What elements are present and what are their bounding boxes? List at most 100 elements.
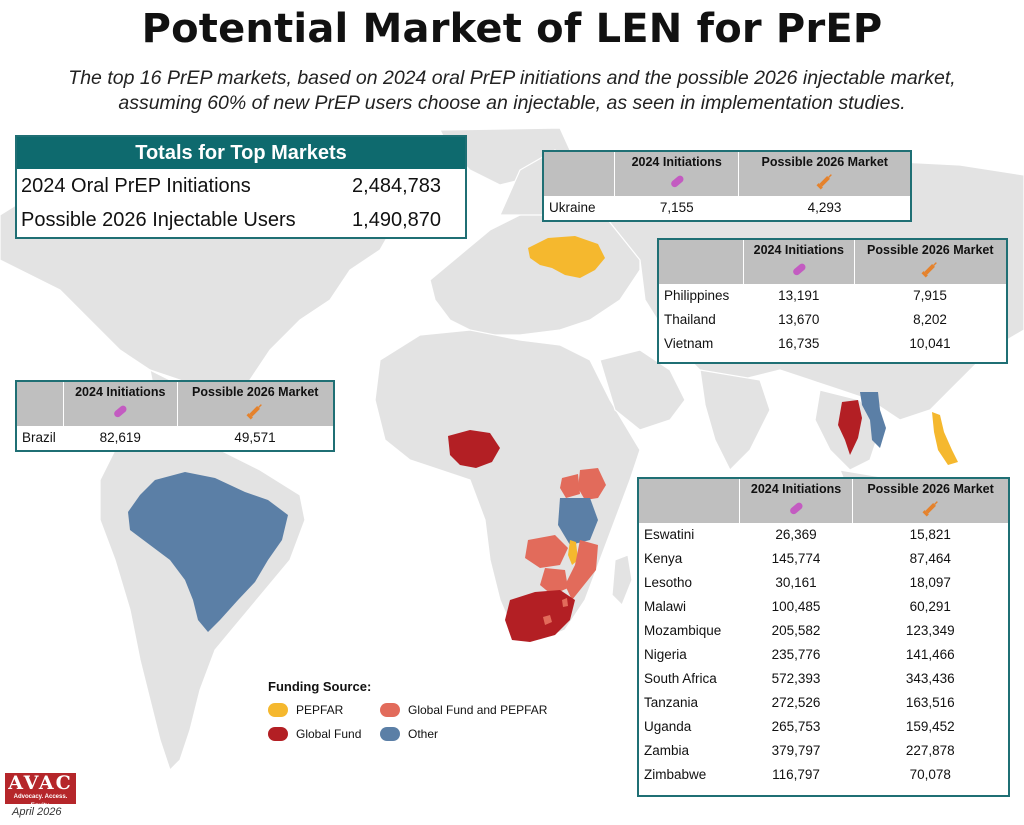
brazil-table-body: Brazil 82,619 49,571 (17, 426, 333, 450)
market-cell: 8,202 (913, 312, 947, 327)
market-cell: 10,041 (909, 336, 951, 351)
initiations-cell: 116,797 (772, 767, 820, 782)
market-cell: 141,466 (905, 647, 955, 662)
country-cell: Thailand (664, 312, 716, 327)
market-cell: 4,293 (807, 200, 842, 215)
avac-logo: AVAC Advocacy. Access. Equity. (5, 772, 76, 809)
mozambique-shape (565, 540, 598, 600)
totals-label: Possible 2026 Injectable Users (21, 209, 296, 231)
asia-table-panel: 2024 Initiations Possible 2026 Market Ph… (657, 238, 1008, 364)
totals-value: 1,490,870 (352, 209, 441, 231)
philippines-shape (932, 412, 958, 465)
zambia-shape (525, 535, 568, 568)
market-cell: 18,097 (909, 575, 951, 590)
market-cell: 343,436 (905, 671, 955, 686)
zimbabwe-shape (540, 568, 568, 595)
market-cell: 227,878 (905, 743, 955, 758)
eswatini-shape (562, 598, 568, 607)
lesotho-shape (543, 615, 552, 625)
col-market-header: Possible 2026 Market (738, 152, 910, 196)
market-cell: 163,516 (905, 695, 955, 710)
logo-name: AVAC (8, 772, 73, 794)
legend-label: Global Fund (296, 727, 362, 741)
totals-row-injectable: Possible 2026 Injectable Users 1,490,870 (17, 203, 465, 237)
legend-swatch (380, 703, 400, 717)
pill-icon (790, 502, 803, 515)
south-africa-shape (505, 590, 575, 642)
legend-label: Global Fund and PEPFAR (408, 703, 548, 717)
table-row: Brazil 82,619 49,571 (17, 426, 333, 450)
table-row: Lesotho 30,161 18,097 (639, 571, 1008, 595)
table-row: Thailand 13,670 8,202 (659, 308, 1006, 332)
market-cell: 7,915 (913, 288, 947, 303)
totals-row-initiations: 2024 Oral PrEP Initiations 2,484,783 (17, 169, 465, 203)
legend-item-global-fund: Global Fund (268, 727, 361, 741)
table-row: Uganda 265,753 159,452 (639, 715, 1008, 739)
initiations-cell: 100,485 (771, 599, 821, 614)
country-cell: Malawi (644, 599, 687, 614)
country-cell: Eswatini (644, 527, 695, 542)
market-cell: 123,349 (905, 623, 955, 638)
table-row: Zimbabwe 116,797 70,078 (639, 763, 1008, 787)
logo-tagline: Advocacy. Access. Equity. (13, 794, 68, 809)
country-cell: South Africa (644, 671, 717, 686)
legend-item-global-fund-pepfar: Global Fund and PEPFAR (380, 703, 547, 717)
tanzania-shape (558, 498, 598, 545)
country-cell: Tanzania (644, 695, 699, 710)
country-cell: Zambia (644, 743, 690, 758)
africa-table: 2024 Initiations Possible 2026 Market Es… (639, 479, 1008, 787)
ukraine-table-panel: 2024 Initiations Possible 2026 Market Uk… (542, 150, 912, 222)
col-initiations-header: 2024 Initiations (613, 152, 739, 196)
malawi-shape (568, 540, 578, 565)
market-cell: 15,821 (909, 527, 951, 542)
totals-label: 2024 Oral PrEP Initiations (21, 175, 251, 197)
legend-label: Other (408, 727, 439, 741)
country-cell: Zimbabwe (644, 767, 707, 782)
market-cell: 60,291 (909, 599, 951, 614)
country-cell: Philippines (664, 288, 730, 303)
table-row: Eswatini 26,369 15,821 (639, 523, 1008, 547)
initiations-cell: 7,155 (659, 200, 694, 215)
market-cell: 159,452 (905, 719, 955, 734)
vietnam-shape (860, 392, 886, 448)
initiations-cell: 13,670 (778, 312, 820, 327)
table-row: Mozambique 205,582 123,349 (639, 619, 1008, 643)
initiations-cell: 13,191 (778, 288, 820, 303)
ukraine-table: 2024 Initiations Possible 2026 Market Uk… (544, 152, 910, 220)
uganda-shape (560, 474, 580, 498)
publication-date: April 2026 (12, 806, 62, 818)
initiations-cell: 30,161 (775, 575, 817, 590)
totals-heading: Totals for Top Markets (17, 137, 465, 169)
country-cell: Mozambique (644, 623, 722, 638)
initiations-cell: 82,619 (99, 430, 141, 445)
page-subtitle: The top 16 PrEP markets, based on 2024 o… (0, 66, 1024, 116)
col-initiations-header: 2024 Initiations (743, 240, 855, 284)
totals-panel: Totals for Top Markets 2024 Oral PrEP In… (15, 135, 467, 239)
ukraine-table-body: Ukraine 7,155 4,293 (544, 196, 910, 220)
asia-table-body: Philippines 13,191 7,915 Thailand 13,670 8,20… (659, 284, 1006, 356)
europe-landmass (429, 204, 641, 336)
legend-swatch (268, 703, 288, 717)
page-title: Potential Market of LEN for PrEP (141, 6, 883, 52)
initiations-cell: 379,797 (771, 743, 821, 758)
pill-icon (670, 175, 684, 188)
africa-table-body: Eswatini 26,369 15,821 Kenya 145,774 87,464 Le… (639, 523, 1008, 787)
arabia-landmass (599, 349, 686, 431)
thailand-shape (838, 400, 862, 455)
table-row: Philippines 13,191 7,915 (659, 284, 1006, 308)
country-cell: Nigeria (644, 647, 687, 662)
legend-item-pepfar: PEPFAR (268, 703, 343, 717)
legend-title: Funding Source: (268, 679, 372, 694)
asia-table: 2024 Initiations Possible 2026 Market Ph… (659, 240, 1006, 356)
india-landmass (699, 369, 771, 472)
table-row: Tanzania 272,526 163,516 (639, 691, 1008, 715)
market-cell: 49,571 (234, 430, 276, 445)
initiations-cell: 26,369 (775, 527, 817, 542)
initiations-cell: 145,774 (771, 551, 821, 566)
pill-icon (114, 405, 127, 418)
syringe-icon (922, 501, 938, 517)
kenya-shape (578, 468, 606, 500)
subtitle-line-1: The top 16 PrEP markets, based on 2024 o… (68, 67, 956, 89)
table-row: Nigeria 235,776 141,466 (639, 643, 1008, 667)
initiations-cell: 265,753 (771, 719, 821, 734)
